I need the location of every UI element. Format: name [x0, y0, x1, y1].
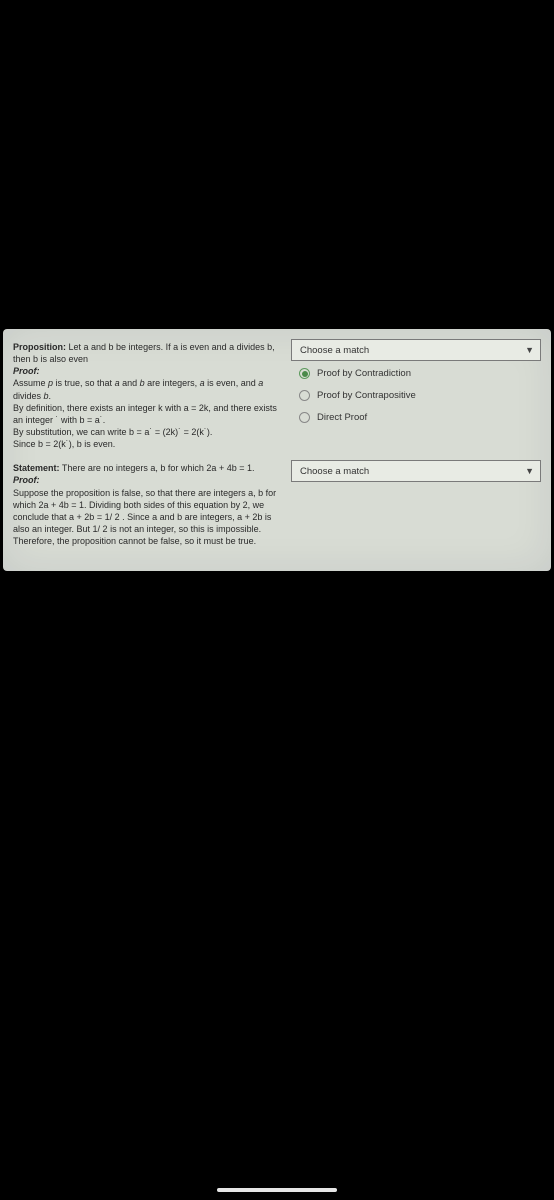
radio-selected-icon	[299, 368, 310, 379]
select-1-value: Choose a match	[300, 345, 369, 356]
chevron-down-icon: ▼	[525, 345, 534, 355]
q2-body2: Therefore, the proposition cannot be fal…	[13, 536, 256, 546]
proof-label-2: Proof:	[13, 475, 40, 485]
q1-line2: By definition, there exists an integer k…	[13, 403, 277, 425]
proof-label-1: Proof:	[13, 366, 40, 376]
answer-cell-1: Choose a match ▼ Proof by Contradiction …	[291, 339, 541, 427]
option-direct[interactable]: Direct Proof	[291, 408, 541, 427]
option-2-label: Proof by Contrapositive	[317, 390, 416, 401]
radio-icon	[299, 412, 310, 423]
statement-text: There are no integers a, b for which 2a …	[60, 463, 255, 473]
q1-l1c: is true, so that	[53, 378, 115, 388]
proposition-label: Proposition:	[13, 342, 66, 352]
quiz-panel: Proposition: Let a and b be integers. If…	[3, 329, 551, 571]
option-3-label: Direct Proof	[317, 412, 367, 423]
radio-icon	[299, 390, 310, 401]
q1-l1j: a	[258, 378, 263, 388]
option-contradiction[interactable]: Proof by Contradiction	[291, 364, 541, 383]
q2-body1: Suppose the proposition is false, so tha…	[13, 488, 276, 534]
question-row-1: Proposition: Let a and b be integers. If…	[13, 339, 541, 452]
option-contrapositive[interactable]: Proof by Contrapositive	[291, 386, 541, 405]
match-select-2[interactable]: Choose a match ▼	[291, 460, 541, 482]
q1-l1m: .	[49, 391, 52, 401]
statement-label: Statement:	[13, 463, 60, 473]
option-1-label: Proof by Contradiction	[317, 368, 411, 379]
chevron-down-icon: ▼	[525, 466, 534, 476]
q1-line3: By substitution, we can write b = a˙ = (…	[13, 427, 212, 437]
q1-l1i: is even, and	[205, 378, 259, 388]
q1-l1g: are integers,	[145, 378, 200, 388]
home-indicator[interactable]	[217, 1188, 337, 1192]
question-row-2: Statement: There are no integers a, b fo…	[13, 460, 541, 549]
q1-l1e: and	[120, 378, 140, 388]
select-2-value: Choose a match	[300, 466, 369, 477]
question-2-text: Statement: There are no integers a, b fo…	[13, 460, 283, 549]
q1-l1k: divides	[13, 391, 44, 401]
q1-l1a: Assume	[13, 378, 48, 388]
q1-line4: Since b = 2(k˙), b is even.	[13, 439, 115, 449]
match-select-1[interactable]: Choose a match ▼	[291, 339, 541, 361]
answer-cell-2: Choose a match ▼	[291, 460, 541, 482]
question-1-text: Proposition: Let a and b be integers. If…	[13, 339, 283, 452]
